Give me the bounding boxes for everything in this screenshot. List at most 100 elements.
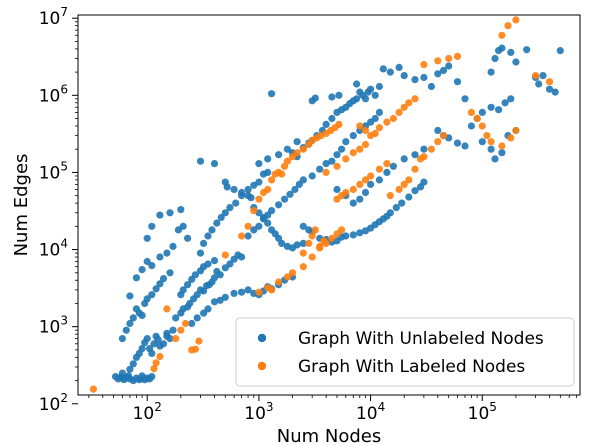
data-point	[361, 126, 370, 135]
data-point	[498, 44, 506, 52]
data-point	[349, 199, 357, 207]
data-point	[264, 155, 272, 163]
data-point	[244, 185, 252, 194]
data-point	[395, 63, 403, 71]
data-point	[411, 95, 419, 103]
data-point	[405, 193, 413, 201]
data-point	[299, 249, 307, 257]
y-tick-label: 103	[39, 314, 68, 338]
data-point	[278, 239, 286, 247]
ticks-layer: 102 103 104 105 102 103 104 105 106 107	[39, 5, 578, 424]
x-tick-label: 105	[468, 400, 497, 424]
data-point	[293, 149, 301, 157]
data-point	[223, 183, 231, 191]
data-point	[322, 168, 330, 176]
data-point	[507, 134, 515, 142]
data-point	[152, 285, 160, 293]
data-point	[129, 314, 137, 322]
data-point	[487, 68, 495, 76]
data-point	[478, 138, 486, 146]
data-point	[487, 103, 495, 111]
data-point	[338, 145, 346, 153]
data-point	[255, 195, 263, 203]
data-point	[299, 239, 307, 247]
legend: Graph With Unlabeled Nodes Graph With Lab…	[235, 317, 575, 387]
data-point	[342, 138, 350, 146]
data-point	[453, 139, 462, 147]
data-point	[361, 140, 370, 149]
data-point	[375, 176, 383, 184]
data-point	[386, 209, 394, 217]
data-point	[163, 249, 171, 257]
data-point	[434, 138, 442, 146]
data-point	[217, 213, 225, 222]
data-point	[275, 201, 283, 209]
y-tick-label: 105	[39, 159, 68, 183]
data-point	[148, 349, 156, 357]
data-point	[238, 253, 246, 261]
data-point	[196, 157, 205, 165]
data-point	[405, 99, 413, 107]
data-point	[184, 281, 192, 289]
data-point	[420, 178, 428, 186]
legend-label: Graph With Labeled Nodes	[298, 357, 525, 377]
data-point	[375, 124, 383, 132]
data-point	[299, 263, 307, 271]
data-point	[439, 66, 448, 75]
data-point	[118, 335, 126, 343]
x-axis-title: Num Nodes	[277, 426, 381, 445]
data-point	[191, 271, 199, 279]
data-point	[188, 319, 196, 328]
data-point	[238, 288, 246, 296]
data-point	[148, 262, 156, 270]
data-point	[278, 170, 286, 178]
legend-marker	[257, 333, 267, 343]
data-point	[395, 108, 403, 116]
data-point	[184, 234, 192, 242]
data-point	[461, 95, 469, 103]
data-point	[126, 319, 134, 328]
data-point	[204, 232, 212, 240]
data-point	[172, 335, 180, 343]
data-point	[200, 287, 208, 295]
data-point	[210, 274, 219, 282]
data-point	[126, 365, 134, 373]
data-point	[328, 114, 336, 123]
data-point	[333, 162, 341, 170]
data-point	[255, 160, 263, 168]
data-point	[250, 226, 258, 234]
data-point	[400, 72, 408, 80]
data-point	[291, 185, 299, 194]
data-point	[335, 120, 343, 128]
data-point	[361, 95, 370, 103]
data-point	[177, 326, 185, 334]
data-point	[434, 70, 442, 78]
data-point	[420, 153, 428, 161]
data-point	[255, 288, 263, 296]
data-point	[375, 82, 383, 91]
data-point	[349, 231, 357, 239]
data-point	[545, 85, 554, 93]
data-point	[148, 373, 156, 381]
data-point	[483, 132, 491, 140]
data-point	[148, 222, 156, 230]
data-point	[434, 126, 442, 135]
data-point	[328, 157, 336, 165]
data-point	[498, 149, 506, 157]
data-point	[478, 122, 486, 130]
data-point	[268, 207, 276, 215]
data-point	[445, 54, 453, 63]
data-point	[255, 178, 263, 186]
data-point	[361, 176, 370, 184]
data-point	[356, 195, 364, 203]
data-point	[328, 234, 336, 242]
data-point	[288, 269, 297, 277]
data-point	[244, 286, 252, 294]
data-point	[507, 48, 515, 57]
data-point	[238, 188, 246, 197]
data-point	[126, 292, 134, 300]
data-point	[264, 185, 272, 194]
data-point	[268, 286, 276, 294]
data-point	[283, 273, 291, 281]
data-point	[89, 385, 97, 393]
